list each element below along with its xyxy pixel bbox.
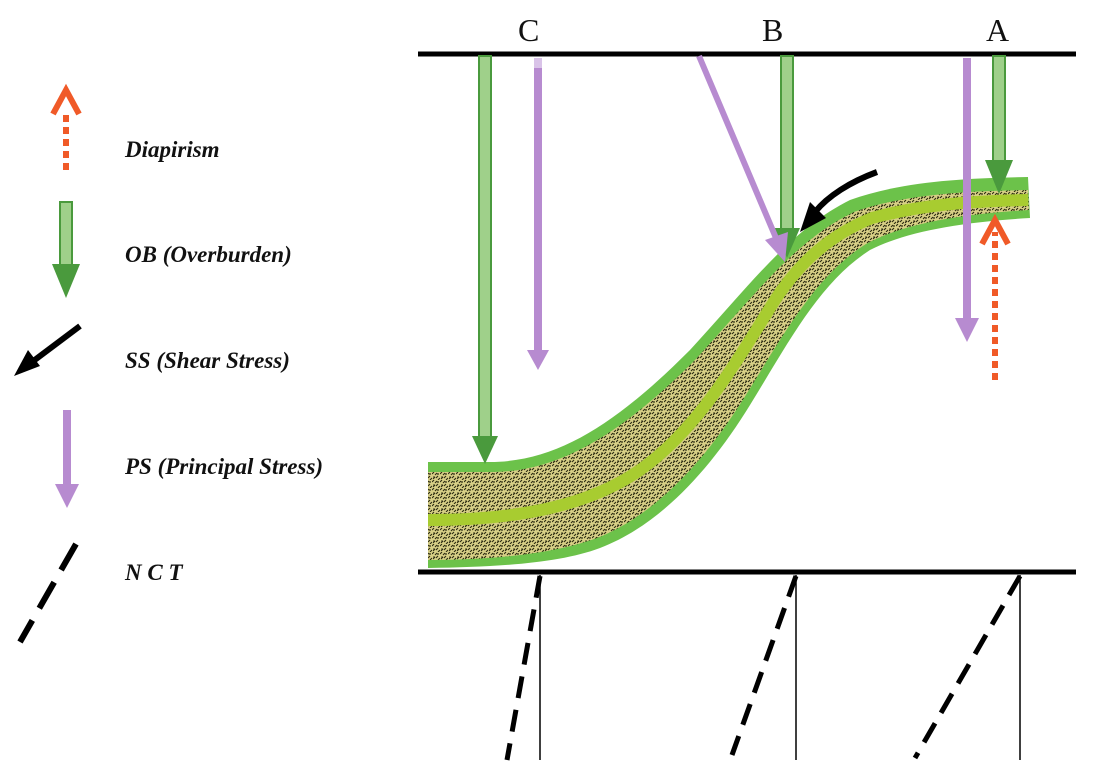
column-label-a: A	[986, 12, 1010, 48]
column-label-c: C	[518, 12, 540, 48]
nct-trend-a	[912, 574, 1023, 760]
legend-overburden-icon	[52, 201, 80, 298]
principal-stress-arrow-b	[696, 54, 788, 262]
legend-nct-label: N C T	[125, 560, 183, 585]
diapirism-arrow-a	[979, 213, 1011, 380]
principal-stress-arrow-c	[527, 58, 549, 370]
legend-overburden-label: OB (Overburden)	[125, 242, 292, 267]
legend-shear-stress-label: SS (Shear Stress)	[125, 348, 290, 373]
legend-nct-icon	[17, 542, 79, 644]
nct-trend-b	[729, 575, 799, 760]
legend-diapirism-label: Diapirism	[125, 137, 220, 162]
overburden-arrow-a	[985, 55, 1013, 194]
shear-stress-arrow-b	[800, 169, 879, 232]
legend-diapirism-icon	[50, 83, 82, 170]
overburden-arrow-c	[472, 55, 498, 464]
sediment-core-band	[427, 194, 1029, 526]
sediment-layer	[427, 177, 1030, 568]
legend-principal-stress-label: PS (Principal Stress)	[125, 454, 324, 479]
principal-stress-arrow-a	[955, 58, 979, 342]
legend-principal-stress-icon	[55, 410, 79, 508]
legend-shear-stress-icon	[14, 323, 82, 376]
nct-trend-c	[504, 575, 543, 761]
overburden-arrow-b	[774, 55, 800, 258]
column-label-b: B	[762, 12, 784, 48]
